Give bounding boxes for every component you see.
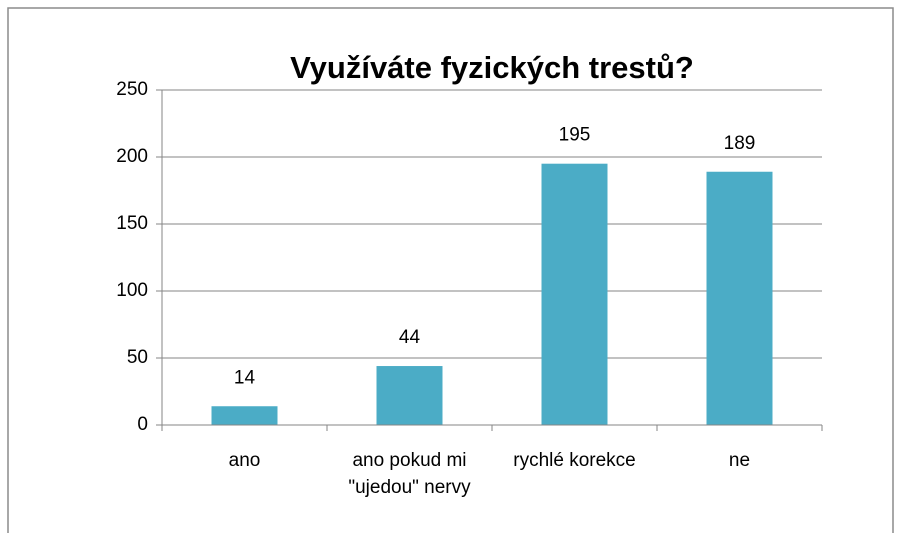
bar — [211, 406, 278, 425]
y-tick-label: 250 — [116, 79, 148, 100]
chart-frame — [7, 7, 894, 533]
chart-title: Využíváte fyzických trestů? — [290, 50, 694, 85]
x-tick-label: ano — [228, 450, 261, 471]
bar — [541, 163, 608, 425]
x-tick-label: ano pokud mi "ujedou" nervy — [348, 450, 471, 498]
x-tick-label: rychlé korekce — [513, 450, 636, 471]
y-tick-label: 100 — [116, 280, 148, 301]
x-tick-label: ne — [728, 450, 751, 471]
data-label: 189 — [724, 133, 756, 154]
bar — [706, 171, 773, 425]
y-tick-label: 150 — [116, 213, 148, 234]
data-label: 195 — [559, 125, 591, 146]
y-tick-label: 50 — [127, 347, 148, 368]
data-label: 14 — [234, 367, 256, 388]
y-tick-label: 0 — [137, 414, 148, 435]
y-tick-label: 200 — [116, 146, 148, 167]
bar — [376, 366, 443, 425]
data-label: 44 — [399, 327, 421, 348]
